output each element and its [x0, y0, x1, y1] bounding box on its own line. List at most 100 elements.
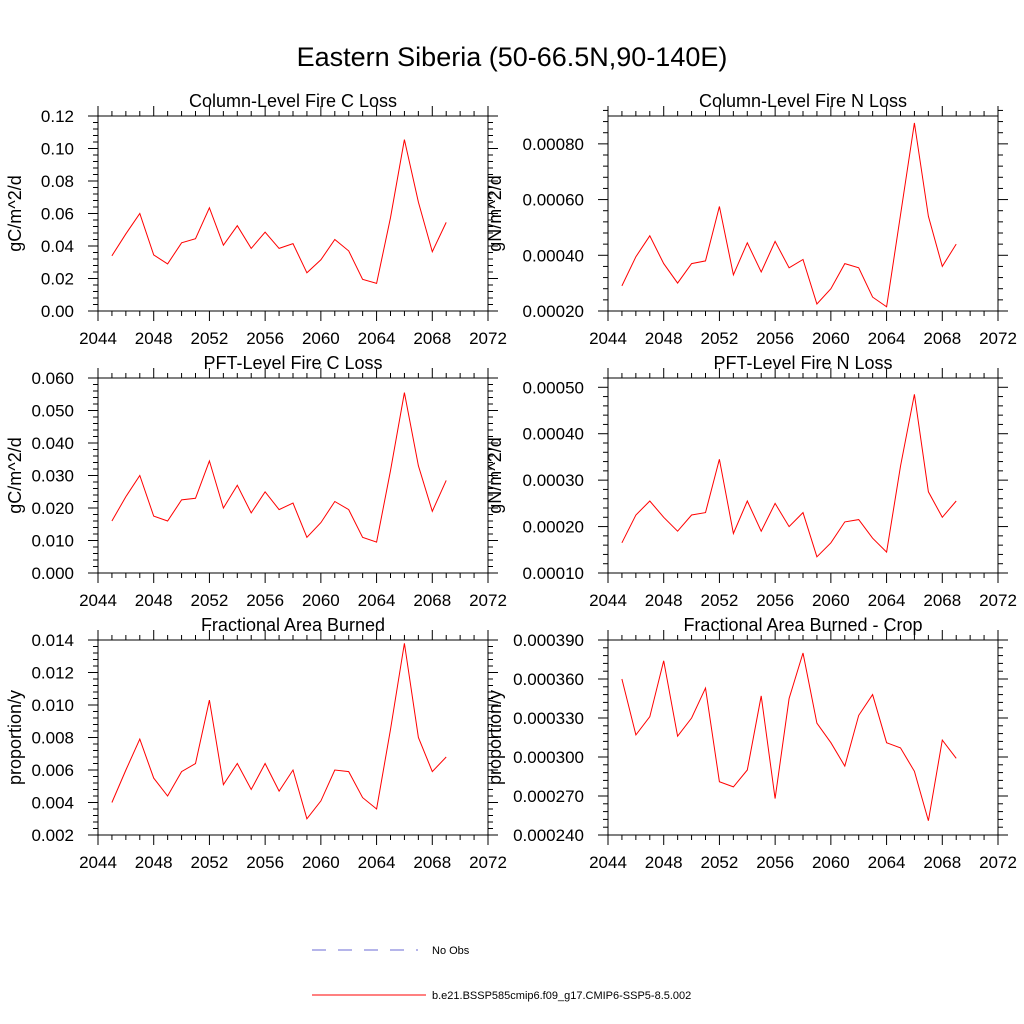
- y-tick-label: 0.012: [31, 664, 74, 683]
- panel-title: Column-Level Fire C Loss: [189, 91, 397, 111]
- y-tick-label: 0.030: [31, 467, 74, 486]
- y-tick-label: 0.000270: [513, 787, 584, 806]
- x-tick-label: 2052: [701, 329, 739, 348]
- x-tick-label: 2044: [589, 329, 627, 348]
- y-tick-label: 0.000: [31, 564, 74, 583]
- x-tick-label: 2072: [979, 853, 1017, 872]
- x-tick-label: 2064: [358, 591, 396, 610]
- panel-4: 2044 2048 2052 2056 2060 2064 2068 2072 0.00010 0…: [485, 353, 1017, 610]
- plot-frame: [97, 115, 489, 312]
- plot-frame: [97, 377, 489, 574]
- x-tick-label: 2048: [135, 329, 173, 348]
- x-tick-label: 2060: [812, 591, 850, 610]
- series-line: [621, 394, 957, 558]
- y-tick-label: 0.06: [41, 205, 74, 224]
- x-tick-label: 2064: [868, 591, 906, 610]
- y-tick-label: 0.006: [31, 761, 74, 780]
- x-tick-label: 2052: [191, 853, 229, 872]
- y-tick-label: 0.00040: [523, 246, 584, 265]
- legend: No Obs b.e21.BSSP585cmip6.f09_g17.CMIP6-…: [312, 945, 691, 1002]
- x-tick-label: 2060: [302, 329, 340, 348]
- y-axis-label: gN/m^2/d: [485, 175, 505, 251]
- plot-frame: [97, 639, 489, 836]
- y-tick-label: 0.000240: [513, 826, 584, 845]
- figure-title: Eastern Siberia (50-66.5N,90-140E): [297, 42, 728, 72]
- x-tick-label: 2048: [645, 329, 683, 348]
- x-tick-label: 2064: [358, 853, 396, 872]
- panel-5: 2044 2048 2052 2056 2060 2064 2068 2072 0.002 0.0…: [5, 615, 507, 872]
- y-tick-label: 0.00050: [523, 378, 584, 397]
- y-tick-label: 0.00030: [523, 471, 584, 490]
- y-tick-label: 0.040: [31, 434, 74, 453]
- y-tick-label: 0.00040: [523, 425, 584, 444]
- legend-obs-label: No Obs: [432, 945, 470, 957]
- legend-model-label: b.e21.BSSP585cmip6.f09_g17.CMIP6-SSP5-8.…: [432, 990, 691, 1002]
- series-line: [621, 652, 957, 821]
- y-axis-label: gC/m^2/d: [5, 175, 25, 251]
- x-tick-label: 2064: [868, 853, 906, 872]
- y-tick-label: 0.020: [31, 499, 74, 518]
- y-tick-label: 0.08: [41, 172, 74, 191]
- y-tick-label: 0.00010: [523, 564, 584, 583]
- x-tick-label: 2048: [135, 591, 173, 610]
- panel-title: PFT-Level Fire C Loss: [203, 353, 382, 373]
- x-tick-label: 2056: [756, 329, 794, 348]
- x-tick-label: 2072: [469, 591, 507, 610]
- y-tick-label: 0.008: [31, 729, 74, 748]
- plot-frame: [607, 377, 999, 574]
- x-tick-label: 2048: [645, 853, 683, 872]
- series-line: [111, 139, 447, 285]
- x-tick-label: 2052: [701, 591, 739, 610]
- y-axis-label: gC/m^2/d: [5, 437, 25, 513]
- x-tick-label: 2072: [469, 853, 507, 872]
- x-tick-label: 2072: [979, 591, 1017, 610]
- x-tick-label: 2060: [302, 591, 340, 610]
- y-tick-label: 0.000330: [513, 709, 584, 728]
- y-tick-label: 0.04: [41, 237, 74, 256]
- series-line: [621, 122, 957, 308]
- x-tick-label: 2048: [645, 591, 683, 610]
- x-tick-label: 2068: [413, 853, 451, 872]
- x-tick-label: 2048: [135, 853, 173, 872]
- x-tick-label: 2044: [589, 853, 627, 872]
- x-tick-label: 2056: [246, 591, 284, 610]
- x-tick-label: 2056: [756, 591, 794, 610]
- panel-title: Fractional Area Burned: [201, 615, 385, 635]
- x-tick-label: 2060: [302, 853, 340, 872]
- x-tick-label: 2056: [246, 329, 284, 348]
- x-tick-label: 2068: [413, 591, 451, 610]
- x-tick-label: 2044: [79, 591, 117, 610]
- x-tick-label: 2068: [923, 591, 961, 610]
- y-axis-label: gN/m^2/d: [485, 437, 505, 513]
- y-axis-label: proportion/y: [485, 690, 505, 785]
- y-tick-label: 0.004: [31, 794, 74, 813]
- y-tick-label: 0.000300: [513, 748, 584, 767]
- panel-6: 2044 2048 2052 2056 2060 2064 2068 2072 0.000240…: [485, 615, 1017, 872]
- x-tick-label: 2064: [868, 329, 906, 348]
- x-tick-label: 2068: [923, 853, 961, 872]
- series-line: [111, 392, 447, 543]
- y-tick-label: 0.02: [41, 270, 74, 289]
- y-tick-label: 0.010: [31, 696, 74, 715]
- y-tick-label: 0.000360: [513, 670, 584, 689]
- x-tick-label: 2060: [812, 853, 850, 872]
- x-tick-label: 2060: [812, 329, 850, 348]
- x-tick-label: 2052: [701, 853, 739, 872]
- y-tick-label: 0.014: [31, 631, 74, 650]
- series-line: [111, 643, 447, 820]
- x-tick-label: 2068: [923, 329, 961, 348]
- x-tick-label: 2044: [79, 329, 117, 348]
- y-axis-label: proportion/y: [5, 690, 25, 785]
- y-tick-label: 0.00: [41, 302, 74, 321]
- plot-frame: [607, 639, 999, 836]
- panel-3: 2044 2048 2052 2056 2060 2064 2068 2072 0.000 0.0…: [5, 353, 507, 610]
- chart-panels: 2044 2048 2052 2056 2060 2064 2068 2072 0.00 0.02…: [5, 91, 1017, 872]
- x-tick-label: 2056: [246, 853, 284, 872]
- x-tick-label: 2056: [756, 853, 794, 872]
- plot-frame: [607, 115, 999, 312]
- y-tick-label: 0.002: [31, 826, 74, 845]
- panel-title: Column-Level Fire N Loss: [699, 91, 907, 111]
- x-tick-label: 2068: [413, 329, 451, 348]
- x-tick-label: 2072: [469, 329, 507, 348]
- y-tick-label: 0.00020: [523, 518, 584, 537]
